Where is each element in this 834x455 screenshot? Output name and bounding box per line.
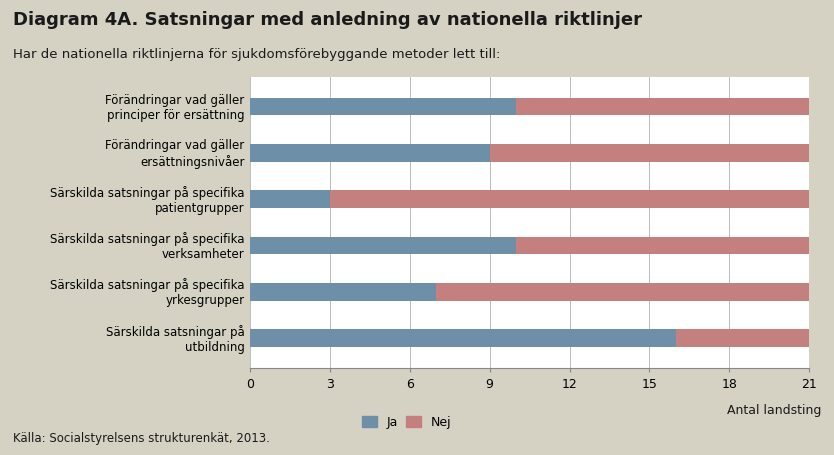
Bar xyxy=(250,283,436,301)
Bar xyxy=(250,330,676,347)
Bar xyxy=(516,237,809,255)
Bar xyxy=(250,99,516,116)
Legend: Ja, Nej: Ja, Nej xyxy=(362,415,451,429)
Bar xyxy=(250,191,330,209)
Text: Källa: Socialstyrelsens strukturenkät, 2013.: Källa: Socialstyrelsens strukturenkät, 2… xyxy=(13,430,269,444)
Bar xyxy=(250,145,490,162)
Text: Har de nationella riktlinjerna för sjukdomsförebyggande metoder lett till:: Har de nationella riktlinjerna för sjukd… xyxy=(13,48,500,61)
Bar xyxy=(436,283,809,301)
Text: Diagram 4A. Satsningar med anledning av nationella riktlinjer: Diagram 4A. Satsningar med anledning av … xyxy=(13,11,641,29)
Text: Antal landsting: Antal landsting xyxy=(727,403,821,416)
Bar xyxy=(676,330,809,347)
Bar xyxy=(330,191,809,209)
Bar xyxy=(250,237,516,255)
Bar xyxy=(516,99,809,116)
Bar xyxy=(490,145,809,162)
